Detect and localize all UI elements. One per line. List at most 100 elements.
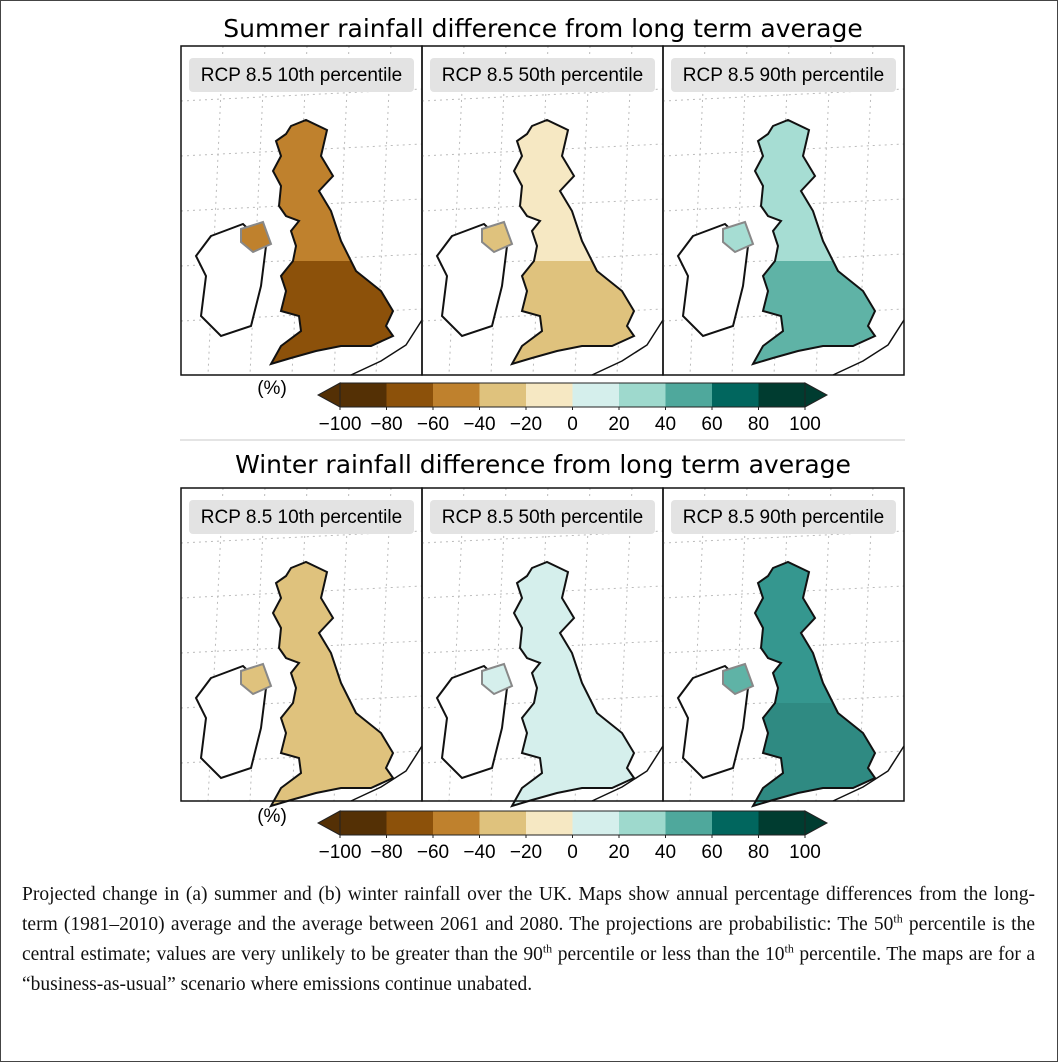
colorbar-tick-label: 0 bbox=[567, 414, 578, 435]
panel-label: RCP 8.5 10th percentile bbox=[201, 65, 402, 86]
caption-superscript: th bbox=[784, 941, 794, 956]
great-britain-outline bbox=[750, 118, 877, 366]
graticule bbox=[857, 45, 874, 376]
france-coast bbox=[832, 319, 905, 376]
colorbar-bin bbox=[479, 811, 526, 835]
caption-superscript: th bbox=[893, 911, 903, 926]
graticule bbox=[574, 45, 591, 376]
colorbar-bin bbox=[619, 383, 666, 407]
france-coast bbox=[350, 319, 423, 376]
colorbar-extend-low bbox=[316, 810, 341, 836]
label-box bbox=[189, 58, 414, 92]
graticule bbox=[731, 45, 748, 376]
graticule bbox=[689, 487, 706, 802]
map-panel: RCP 8.5 90th percentile bbox=[662, 487, 905, 808]
panel-label: RCP 8.5 90th percentile bbox=[683, 65, 884, 86]
figure-title: Winter rainfall difference from long ter… bbox=[235, 450, 851, 479]
northern-ireland bbox=[240, 662, 273, 696]
great-britain-outline bbox=[268, 118, 395, 366]
colorbar-bin bbox=[526, 383, 573, 407]
caption-text: Projected change in (a) summer and (b) w… bbox=[22, 884, 1035, 935]
colorbar-bin bbox=[340, 811, 387, 835]
colorbar-label: (%) bbox=[257, 378, 287, 399]
map-panel: RCP 8.5 50th percentile bbox=[421, 487, 664, 808]
caption-superscript: th bbox=[542, 941, 553, 956]
great-britain-outline bbox=[509, 118, 636, 366]
graticule bbox=[448, 45, 465, 376]
label-box bbox=[671, 500, 896, 534]
colorbar-bin bbox=[665, 811, 712, 835]
map-panel: RCP 8.5 50th percentile bbox=[421, 45, 664, 376]
northern-ireland bbox=[240, 220, 273, 254]
colorbar-bin bbox=[526, 811, 573, 835]
graticule bbox=[490, 487, 507, 802]
colorbar-tick-label: 20 bbox=[608, 414, 629, 435]
colorbar-bin bbox=[572, 811, 619, 835]
colorbar-tick-label: 60 bbox=[701, 842, 722, 863]
graticule bbox=[662, 88, 905, 102]
northern-ireland bbox=[481, 662, 514, 696]
france-coast bbox=[591, 745, 664, 802]
label-box bbox=[430, 58, 655, 92]
colorbar-bin bbox=[433, 811, 480, 835]
colorbar-bin bbox=[712, 811, 759, 835]
graticule bbox=[333, 487, 350, 802]
colorbar-bin bbox=[479, 383, 526, 407]
graticule bbox=[421, 530, 664, 544]
colorbar-tick-label: 20 bbox=[608, 842, 629, 863]
graticule bbox=[662, 530, 905, 544]
graticule bbox=[616, 45, 633, 376]
caption: Projected change in (a) summer and (b) w… bbox=[22, 880, 1035, 1000]
graticule bbox=[773, 45, 790, 376]
panel-label: RCP 8.5 50th percentile bbox=[442, 507, 643, 528]
colorbar-bin bbox=[433, 383, 480, 407]
colorbar-tick-label: 40 bbox=[655, 414, 676, 435]
colorbar-tick-label: −20 bbox=[510, 414, 542, 435]
colorbar-tick-label: −80 bbox=[370, 842, 402, 863]
colorbar-bin bbox=[712, 383, 759, 407]
colorbar-bin bbox=[386, 383, 433, 407]
label-box bbox=[671, 58, 896, 92]
graticule bbox=[421, 88, 664, 102]
colorbar-tick-label: −60 bbox=[417, 414, 449, 435]
colorbar-bin bbox=[758, 811, 805, 835]
colorbar-tick-label: 0 bbox=[567, 842, 578, 863]
graticule bbox=[689, 45, 706, 376]
graticule bbox=[249, 45, 266, 376]
colorbar-tick-label: −80 bbox=[370, 414, 402, 435]
colorbar-tick-label: 60 bbox=[701, 414, 722, 435]
figure-title: Summer rainfall difference from long ter… bbox=[223, 14, 863, 43]
colorbar-tick-label: 100 bbox=[789, 414, 821, 435]
map-panel: RCP 8.5 10th percentile bbox=[180, 487, 423, 808]
graticule bbox=[207, 487, 224, 802]
colorbar-extend-low bbox=[316, 382, 341, 408]
colorbar-tick-label: −40 bbox=[463, 842, 495, 863]
colorbar-label: (%) bbox=[257, 806, 287, 827]
panel-frame bbox=[662, 487, 905, 802]
colorbar-bin bbox=[386, 811, 433, 835]
panel-frame bbox=[662, 45, 905, 376]
graticule bbox=[448, 487, 465, 802]
graticule bbox=[857, 487, 874, 802]
colorbar-tick-label: −100 bbox=[319, 414, 362, 435]
graticule bbox=[333, 45, 350, 376]
graticule bbox=[616, 487, 633, 802]
colorbar-tick-label: 100 bbox=[789, 842, 821, 863]
label-box bbox=[430, 500, 655, 534]
graticule bbox=[207, 45, 224, 376]
graticule bbox=[532, 45, 549, 376]
france-coast bbox=[591, 319, 664, 376]
graticule bbox=[180, 530, 423, 544]
colorbar-tick-label: 80 bbox=[748, 414, 769, 435]
northern-ireland bbox=[481, 220, 514, 254]
graticule bbox=[815, 487, 832, 802]
france-coast bbox=[350, 745, 423, 802]
northern-ireland bbox=[722, 662, 755, 696]
graticule bbox=[574, 487, 591, 802]
colorbar-bin bbox=[619, 811, 666, 835]
panel-label: RCP 8.5 90th percentile bbox=[683, 507, 884, 528]
france-coast bbox=[832, 745, 905, 802]
graticule bbox=[180, 88, 423, 102]
